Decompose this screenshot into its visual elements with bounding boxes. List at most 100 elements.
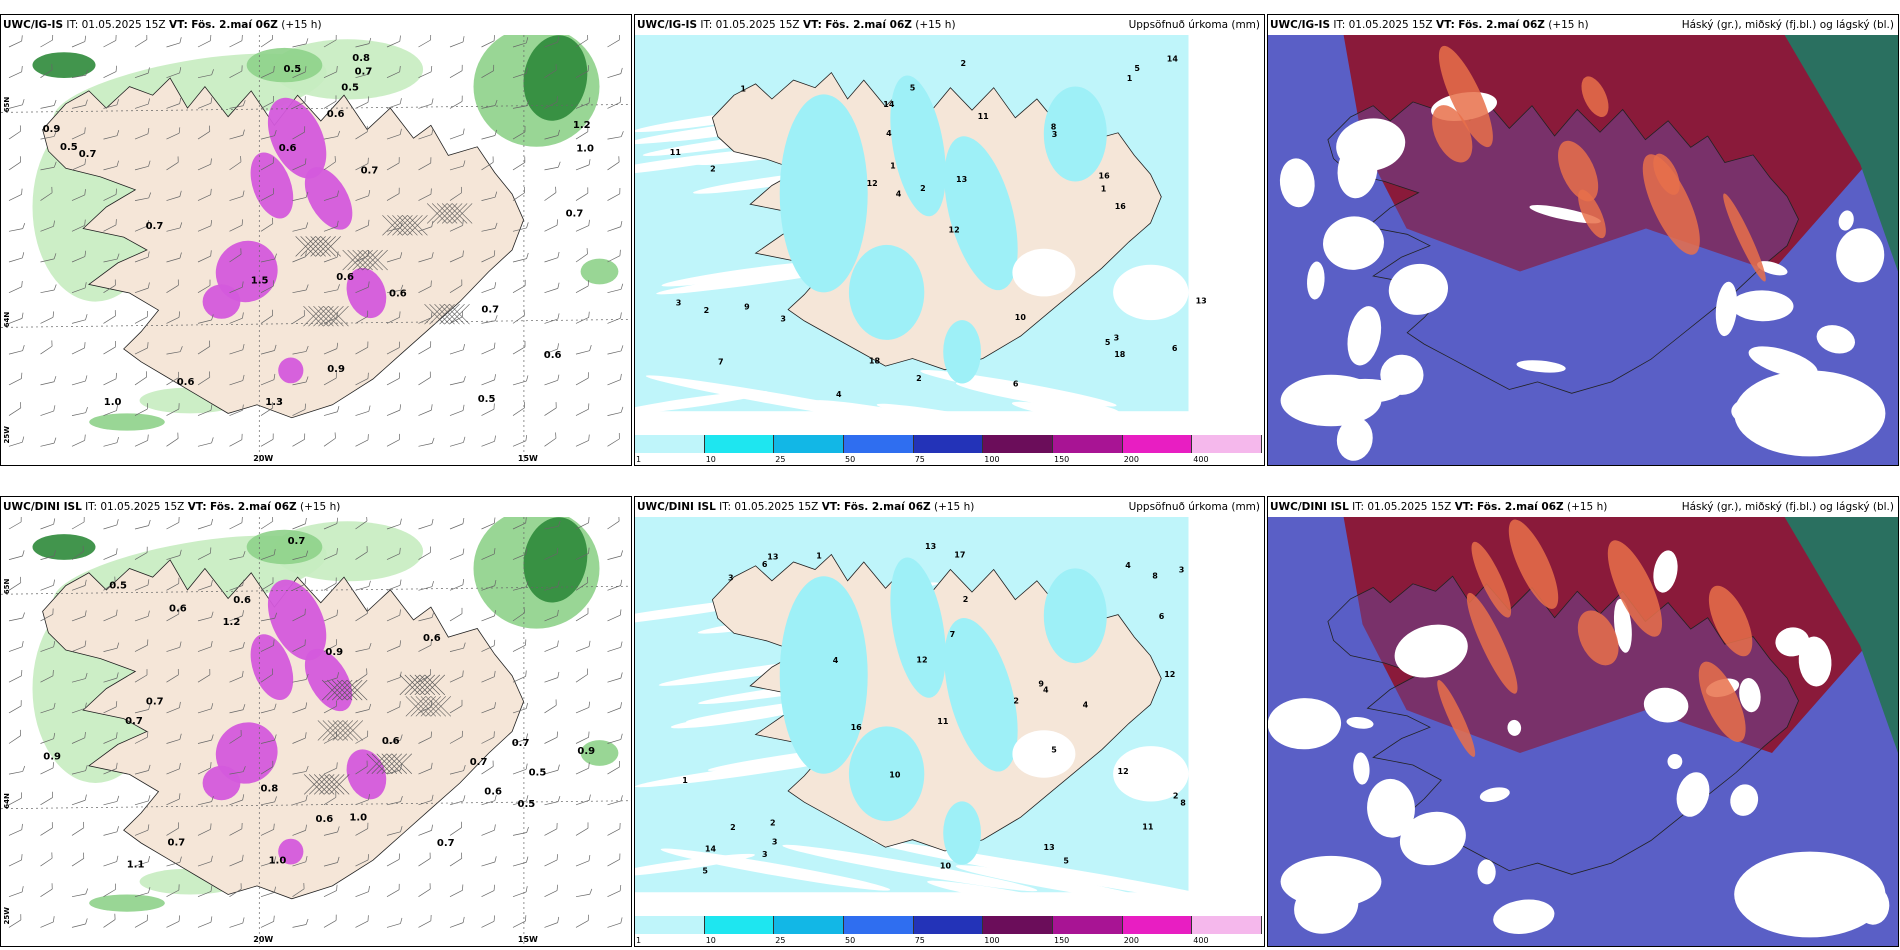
hatch-line <box>387 215 408 236</box>
wind-barb <box>229 344 245 355</box>
wind-barb <box>355 517 368 530</box>
scale-tick-label: 1 <box>636 936 642 945</box>
lat-label-25w: 25W <box>3 426 11 444</box>
valid-time-label: VT: <box>821 501 841 513</box>
wind-barb <box>512 733 528 744</box>
wind-barb <box>134 887 151 898</box>
wind-barb <box>449 310 464 324</box>
wind-barb <box>323 609 339 622</box>
wind-barb <box>481 731 495 744</box>
precip-value-label: 0.9 <box>327 364 345 375</box>
wind-barb <box>166 127 181 140</box>
clear-area <box>1613 598 1632 653</box>
wind-barb <box>197 916 213 928</box>
wind-barb <box>103 672 119 683</box>
lead-time: (+15 h) <box>1548 19 1589 31</box>
wind-barb <box>607 641 623 652</box>
precip-area <box>890 75 946 217</box>
wind-barb <box>134 220 150 232</box>
precip-color-scale: 1 10 25 50 75 100 150 200 400 <box>635 435 1264 465</box>
precip-amount-label: 1 <box>682 776 688 785</box>
valid-time-label: VT: <box>187 501 207 513</box>
precip-value-label: 0.7 <box>125 716 143 727</box>
precip-value-label: 0.6 <box>389 289 407 300</box>
clear-area <box>1268 698 1342 750</box>
precip-area <box>1043 568 1107 664</box>
wind-barb <box>418 188 432 201</box>
wind-barb <box>8 914 22 928</box>
wind-barb <box>71 918 88 928</box>
clear-area <box>1346 717 1374 729</box>
wind-barb <box>544 343 559 355</box>
hatch-line <box>397 215 418 236</box>
overlap-area <box>1578 189 1606 239</box>
precip-value-label: 0.7 <box>481 305 499 316</box>
wind-barb <box>449 436 466 447</box>
wind-barb <box>544 64 557 78</box>
wind-barb <box>386 795 403 806</box>
wind-barb <box>166 641 182 652</box>
wind-barb <box>40 186 53 201</box>
wind-barb <box>260 65 275 79</box>
wind-barb <box>197 125 211 140</box>
wind-barb <box>544 282 560 294</box>
hatch-line <box>434 303 455 325</box>
wind-barb <box>481 794 497 806</box>
clear-area <box>1280 855 1382 908</box>
panel-legend-title: Háský (gr.), miðský (fj.bl.) og lágský (… <box>1681 19 1894 31</box>
scale-tick-label: 150 <box>1054 936 1070 945</box>
wind-barb <box>71 610 87 622</box>
wind-barb <box>134 856 150 867</box>
wind-barb <box>71 282 87 294</box>
wind-barb <box>292 345 309 355</box>
wind-barb <box>575 219 590 232</box>
precip-value-label: 0.6 <box>316 814 334 825</box>
precip-amount-label: 11 <box>670 148 682 157</box>
init-time: IT: 01.05.2025 15Z <box>1333 19 1433 31</box>
precip-value-label: 1.0 <box>104 397 122 408</box>
wind-barb <box>103 883 116 898</box>
precip-value-label: 1.0 <box>269 856 287 867</box>
wind-barb <box>134 519 151 530</box>
wind-barb <box>386 917 403 928</box>
wind-barb <box>260 734 277 744</box>
hatch-line <box>313 774 335 795</box>
precip-amount-label: 2 <box>963 595 969 604</box>
clear-area <box>1394 624 1468 678</box>
precip-band <box>580 258 619 285</box>
hatch-line <box>371 753 393 774</box>
wind-barb <box>40 284 57 294</box>
wind-barb <box>481 403 495 416</box>
clear-area <box>1734 370 1886 457</box>
overlap-area <box>1438 45 1493 148</box>
precip-amount-label: 5 <box>1063 857 1069 866</box>
hatch-line <box>323 774 345 795</box>
wind-barb <box>197 404 213 416</box>
wind-barb <box>40 732 56 744</box>
wind-barb <box>386 579 402 591</box>
wind-barb <box>166 517 180 530</box>
wind-barb <box>229 517 243 530</box>
wind-barb <box>260 823 275 836</box>
init-time: IT: 01.05.2025 15Z <box>719 501 819 513</box>
wind-barb <box>386 187 400 201</box>
wind-barb <box>197 823 212 836</box>
clear-area <box>1323 216 1384 270</box>
wind-barb <box>449 821 462 836</box>
wind-barb <box>481 824 496 836</box>
lat-label-64n: 64N <box>3 793 11 809</box>
lead-time: (+15 h) <box>281 19 322 31</box>
wind-barb <box>449 548 465 560</box>
snow-area <box>202 765 241 801</box>
wind-barb <box>8 345 25 355</box>
wind-barb <box>134 371 147 386</box>
wind-barb <box>575 403 590 416</box>
precip-amount-label: 3 <box>1114 334 1120 343</box>
wind-barb <box>71 314 88 324</box>
hatch-line <box>425 696 447 717</box>
wind-barb <box>8 729 21 744</box>
no-precip-area <box>1188 35 1264 431</box>
wind-barb <box>197 371 211 386</box>
wind-barb <box>607 283 624 294</box>
wind-barb <box>166 608 180 622</box>
